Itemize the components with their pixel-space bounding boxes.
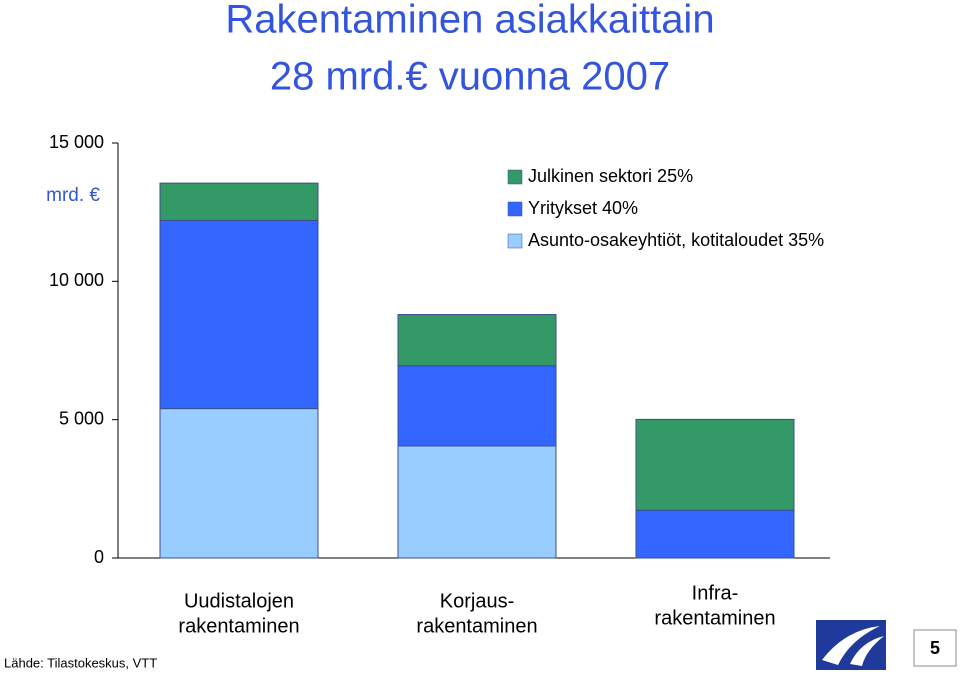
y-tick-label: 10 000 [49, 270, 104, 290]
legend-swatch [507, 233, 523, 249]
legend-label: Asunto-osakeyhtiöt, kotitaloudet 35% [528, 230, 824, 250]
y-tick-label: 15 000 [49, 132, 104, 152]
bar-segment [159, 219, 319, 410]
page-number: 5 [930, 638, 940, 658]
legend-label: Julkinen sektori 25% [528, 166, 693, 186]
logo [816, 620, 886, 670]
title-line-2: 28 mrd.€ vuonna 2007 [270, 55, 670, 99]
legend-swatch [507, 201, 523, 217]
y-tick-label: 0 [94, 547, 104, 567]
bar-segment [635, 509, 795, 559]
bar-segment [635, 418, 795, 511]
x-tick-label: rakentaminen [654, 607, 775, 629]
page-number-box [913, 629, 957, 667]
x-tick-label: Uudistalojen [184, 590, 294, 612]
x-tick-label: Infra- [692, 582, 739, 604]
bar-segment [397, 445, 557, 559]
legend-label: Yritykset 40% [528, 198, 638, 218]
bar-segment [159, 182, 319, 221]
source: Lähde: Tilastokeskus, VTT [4, 655, 157, 670]
y-tick-label: 5 000 [59, 408, 104, 428]
x-tick-label: Korjaus- [440, 590, 514, 612]
title-line-1: Rakentaminen asiakkaittain [225, 0, 714, 42]
x-tick-label: rakentaminen [178, 615, 299, 637]
bar-segment [397, 314, 557, 367]
bar-segment [397, 365, 557, 447]
bar-segment [159, 408, 319, 559]
legend-swatch [507, 169, 523, 185]
x-tick-label: rakentaminen [416, 615, 537, 637]
unit-label: mrd. € [46, 185, 100, 206]
